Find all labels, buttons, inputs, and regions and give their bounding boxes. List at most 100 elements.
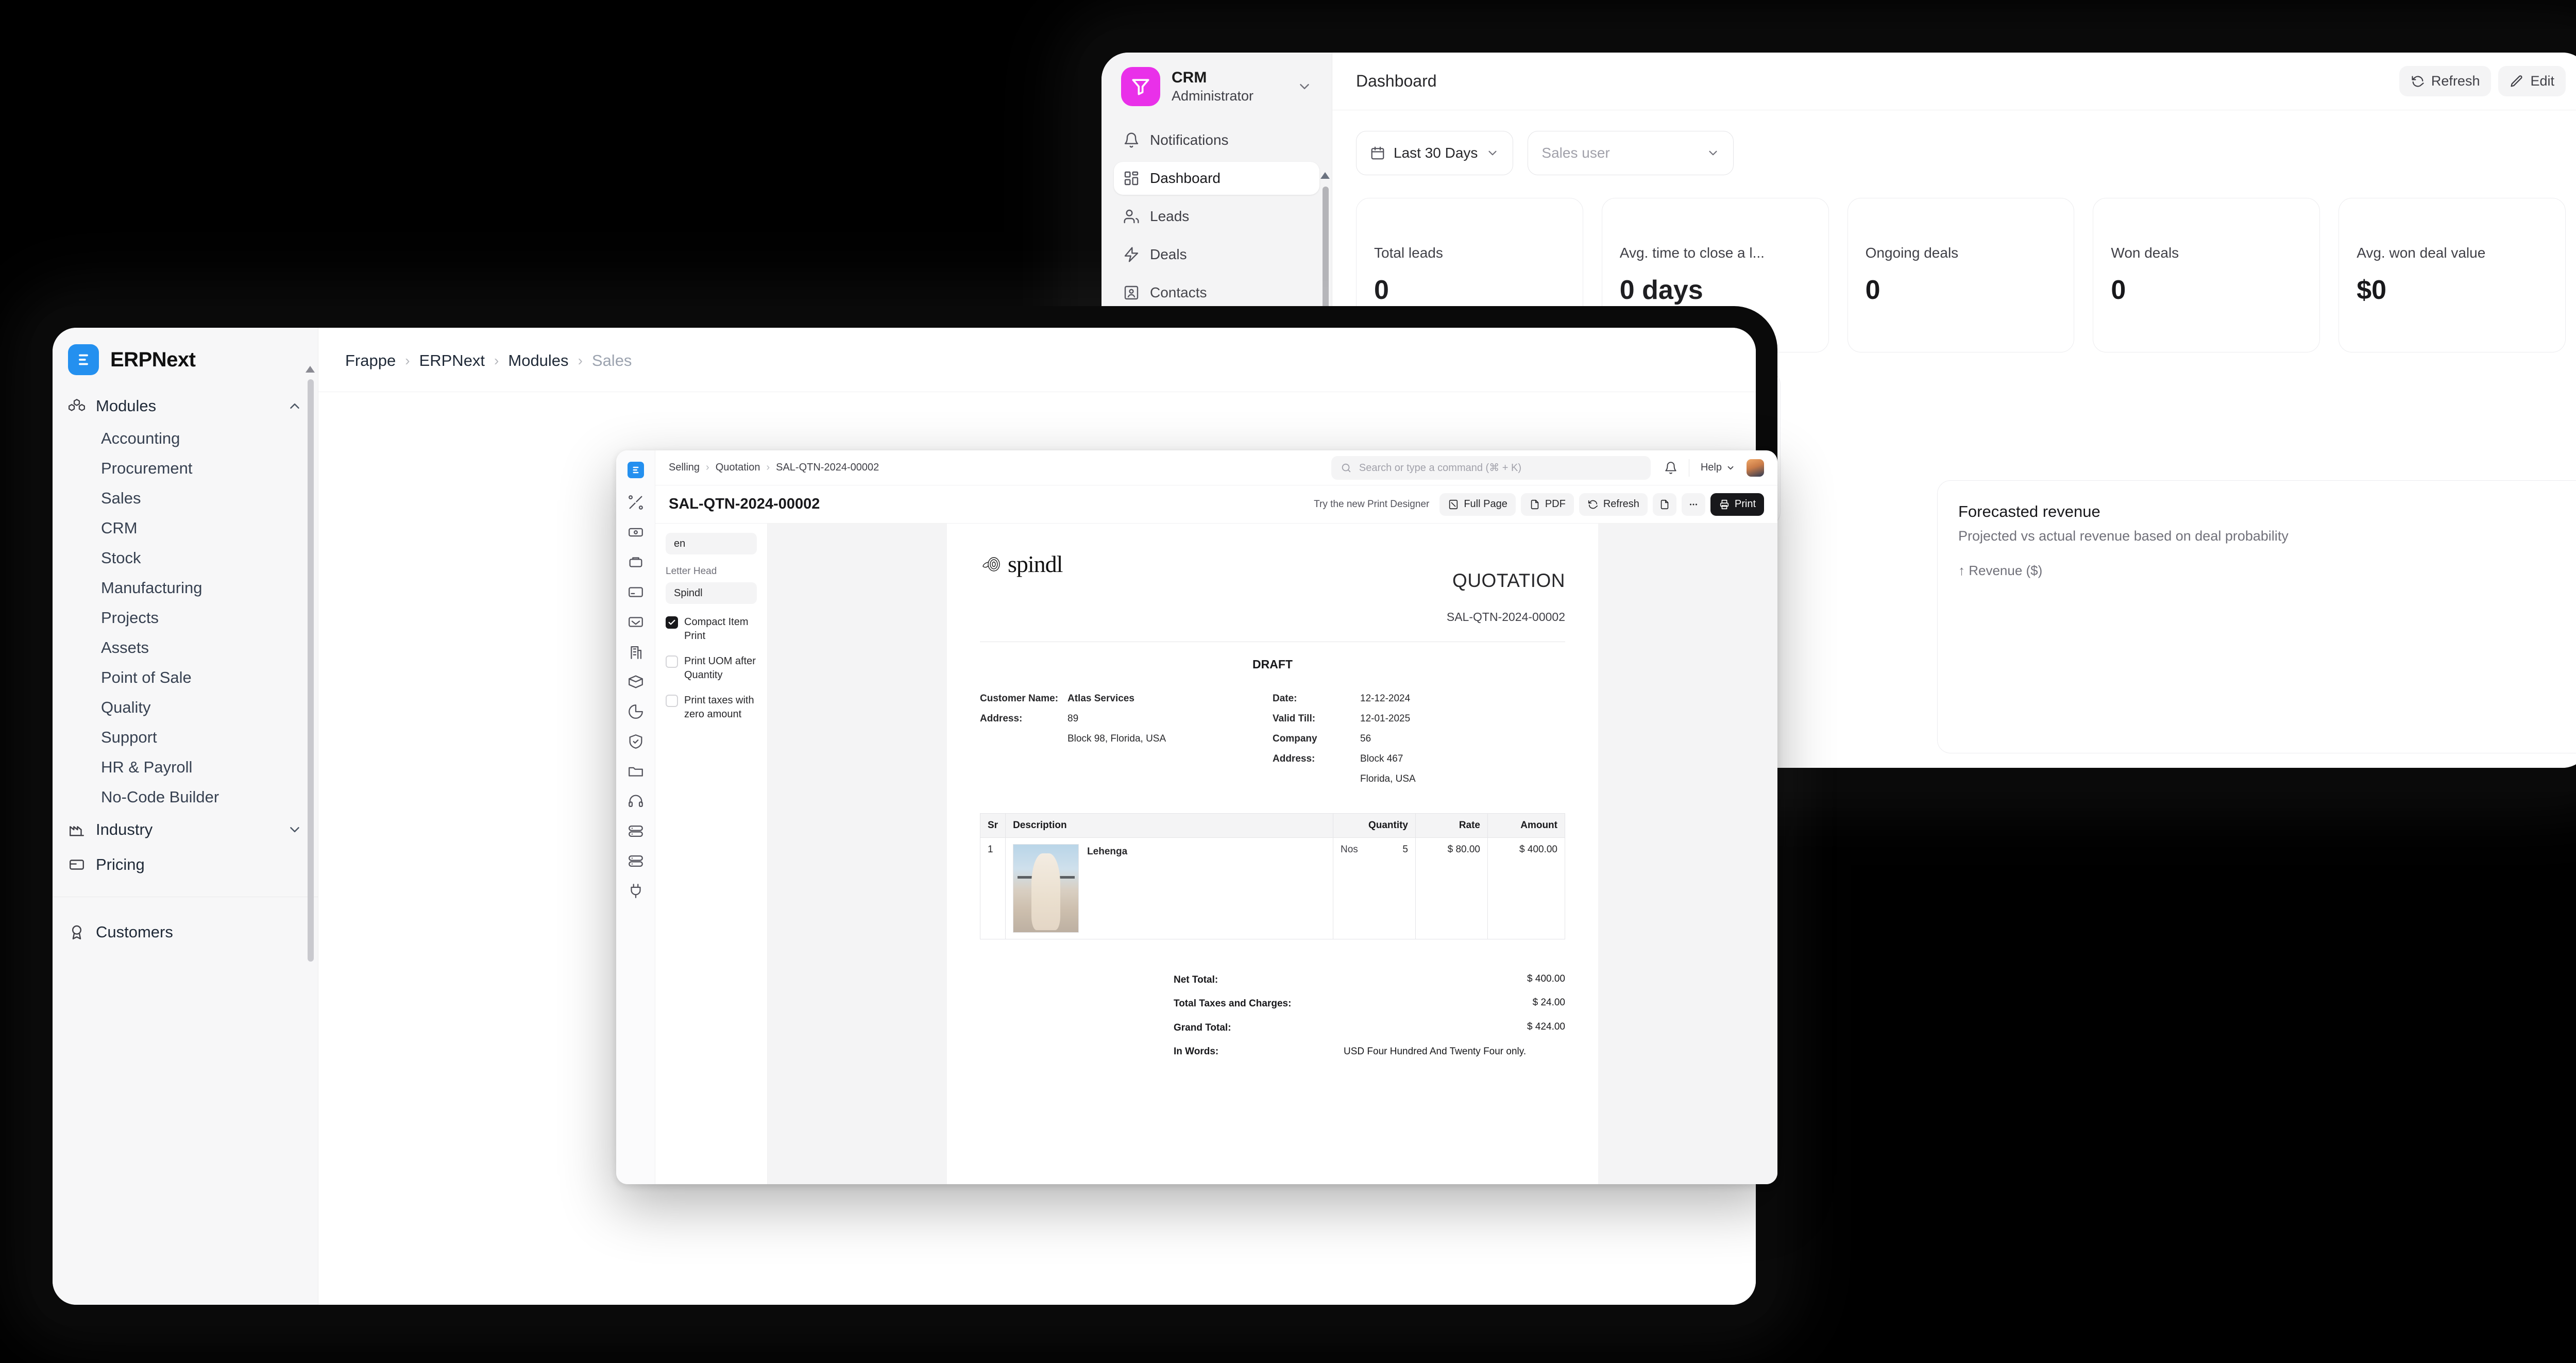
crm-nav-item-dashboard[interactable]: Dashboard xyxy=(1114,162,1319,195)
sales-user-select[interactable]: Sales user xyxy=(1528,131,1734,175)
sidebar-group-label: Modules xyxy=(96,397,157,415)
tray-icon[interactable] xyxy=(627,613,645,631)
search-input[interactable]: Search or type a command (⌘ + K) xyxy=(1331,456,1651,480)
print-uom-after-quantity-checkbox[interactable]: Print UOM after Quantity xyxy=(666,654,757,682)
sidebar-item-no-code-builder[interactable]: No-Code Builder xyxy=(101,788,219,806)
letter-head-select[interactable]: Spindl xyxy=(666,582,757,604)
kpi-card[interactable]: Won deals 0 xyxy=(2093,198,2320,352)
print-designer-hint[interactable]: Try the new Print Designer xyxy=(1314,498,1430,510)
printer-icon xyxy=(1720,499,1729,509)
quotation-content: en Letter Head Spindl Compact Item Print xyxy=(655,524,1777,1184)
checkbox-unchecked-icon xyxy=(666,695,678,707)
crm-kpi-cards: Total leads 0 Avg. time to close a l... … xyxy=(1356,198,2566,352)
crm-nav-item-leads[interactable]: Leads xyxy=(1114,200,1319,233)
letter-head-value: Spindl xyxy=(674,587,703,599)
in-words-value: USD Four Hundred And Twenty Four only. xyxy=(1344,1046,1527,1057)
eye-card-icon[interactable] xyxy=(627,524,645,541)
crm-user-switcher[interactable]: CRM Administrator xyxy=(1114,53,1319,124)
crm-edit-button[interactable]: Edit xyxy=(2498,66,2566,96)
sidebar-item-point-of-sale[interactable]: Point of Sale xyxy=(101,668,192,686)
servers-icon[interactable] xyxy=(627,822,645,840)
plug-icon[interactable] xyxy=(627,882,645,900)
checkbox-label: Compact Item Print xyxy=(684,616,749,642)
sidebar-item-customers[interactable]: Customers xyxy=(53,915,318,950)
breadcrumb-erpnext[interactable]: ERPNext xyxy=(419,351,485,369)
erpnext-brand[interactable]: ERPNext xyxy=(53,328,318,389)
company-address-line-1: 56 xyxy=(1360,733,1371,744)
breadcrumb-separator-icon: › xyxy=(578,352,583,368)
quotation-doc-toolbar: SAL-QTN-2024-00002 Try the new Print Des… xyxy=(655,485,1777,524)
help-menu[interactable]: Help xyxy=(1701,462,1735,474)
inbox-box-icon[interactable] xyxy=(627,553,645,571)
sidebar-item-accounting[interactable]: Accounting xyxy=(101,429,180,447)
erp-sidebar-scrollbar[interactable] xyxy=(308,379,314,962)
sidebar-item-manufacturing[interactable]: Manufacturing xyxy=(101,579,202,597)
building-icon[interactable] xyxy=(627,643,645,661)
chevron-down-icon xyxy=(1488,150,1497,156)
sidebar-item-stock[interactable]: Stock xyxy=(101,549,141,567)
crm-refresh-button[interactable]: Refresh xyxy=(2399,66,2492,96)
breadcrumb-frappe[interactable]: Frappe xyxy=(345,351,396,369)
kpi-label: Avg. time to close a l... xyxy=(1619,245,1765,261)
sidebar-item-support[interactable]: Support xyxy=(101,728,157,746)
pdf-button[interactable]: PDF xyxy=(1520,493,1574,516)
sidebar-item-projects[interactable]: Projects xyxy=(101,609,159,627)
net-total-value: $ 400.00 xyxy=(1527,973,1565,984)
sidebar-item-sales[interactable]: Sales xyxy=(101,489,141,507)
erp-scrollbar-up-arrow[interactable] xyxy=(306,366,315,373)
crm-scrollbar-up-arrow[interactable] xyxy=(1320,172,1330,179)
crm-nav-item-notifications[interactable]: Notifications xyxy=(1114,124,1319,157)
chevron-down-icon xyxy=(1727,466,1734,469)
more-options-button[interactable] xyxy=(1681,493,1705,516)
kpi-label: Total leads xyxy=(1374,245,1443,261)
column-header-amount: Amount xyxy=(1487,813,1565,838)
package-icon[interactable] xyxy=(627,673,645,691)
sidebar-item-hr-payroll[interactable]: HR & Payroll xyxy=(101,758,193,776)
headset-icon[interactable] xyxy=(627,793,645,810)
print-button[interactable]: Print xyxy=(1710,493,1764,516)
breadcrumb-modules[interactable]: Modules xyxy=(508,351,569,369)
server-icon[interactable] xyxy=(627,852,645,870)
avatar[interactable] xyxy=(1747,459,1764,477)
spool-icon xyxy=(982,557,1000,571)
checkbox-checked-icon xyxy=(666,616,678,629)
breadcrumb-selling[interactable]: Selling xyxy=(669,462,700,473)
print-taxes-zero-amount-checkbox[interactable]: Print taxes with zero amount xyxy=(666,694,757,721)
crm-nav-item-deals[interactable]: Deals xyxy=(1114,238,1319,271)
pie-chart-icon[interactable] xyxy=(627,703,645,720)
quotation-topbar: Selling › Quotation › SAL-QTN-2024-00002… xyxy=(655,450,1777,485)
credit-card-icon[interactable] xyxy=(627,583,645,601)
new-document-button[interactable] xyxy=(1652,493,1676,516)
kpi-card[interactable]: Avg. won deal value $0 xyxy=(2338,198,2566,352)
bell-icon[interactable] xyxy=(1664,461,1677,475)
chevron-down-icon xyxy=(1709,150,1718,156)
kpi-value: 0 xyxy=(2111,275,2126,305)
crm-nav-item-contacts[interactable]: Contacts xyxy=(1114,276,1319,309)
breadcrumb-quotation[interactable]: Quotation xyxy=(715,462,760,473)
tools-icon[interactable] xyxy=(627,494,645,511)
sidebar-item-assets[interactable]: Assets xyxy=(101,638,149,657)
help-label: Help xyxy=(1700,462,1722,473)
sidebar-item-crm[interactable]: CRM xyxy=(101,519,138,537)
kpi-card[interactable]: Ongoing deals 0 xyxy=(1847,198,2075,352)
sidebar-item-quality[interactable]: Quality xyxy=(101,698,151,716)
kpi-value: 0 days xyxy=(1619,275,1703,305)
date-range-select[interactable]: Last 30 Days xyxy=(1356,131,1514,175)
sidebar-group-modules[interactable]: Modules xyxy=(53,389,318,424)
shield-check-icon[interactable] xyxy=(627,733,645,750)
sidebar-item-pricing[interactable]: Pricing xyxy=(53,847,318,882)
forecasted-revenue-card[interactable]: Forecasted revenue Projected vs actual r… xyxy=(1937,480,2576,753)
frappe-logo-icon[interactable] xyxy=(627,462,644,478)
checkbox-label: Print UOM after Quantity xyxy=(684,655,756,681)
folder-icon[interactable] xyxy=(627,763,645,780)
crm-nav-label: Leads xyxy=(1150,208,1190,224)
full-page-button[interactable]: Full Page xyxy=(1439,493,1516,516)
page-title: SAL-QTN-2024-00002 xyxy=(669,496,820,512)
refresh-button[interactable]: Refresh xyxy=(1579,493,1648,516)
language-select[interactable]: en xyxy=(666,533,757,554)
refresh-icon xyxy=(1588,500,1598,509)
sidebar-item-procurement[interactable]: Procurement xyxy=(101,459,193,477)
compact-item-print-checkbox[interactable]: Compact Item Print xyxy=(666,615,757,643)
language-value: en xyxy=(674,537,686,549)
sidebar-group-industry[interactable]: Industry xyxy=(53,812,318,847)
